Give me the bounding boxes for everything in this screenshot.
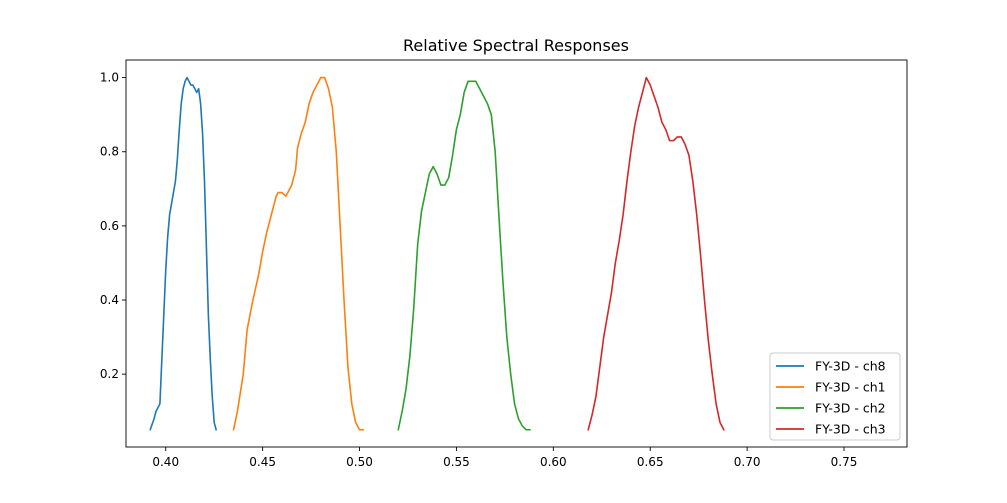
legend-label-3: FY-3D - ch3 xyxy=(815,422,886,437)
series-line-2 xyxy=(397,80,531,431)
x-tick-label: 0.75 xyxy=(831,455,858,469)
x-tick-label: 0.70 xyxy=(734,455,761,469)
series-line-3 xyxy=(587,76,725,431)
legend-label-2: FY-3D - ch2 xyxy=(815,401,886,416)
y-tick-label: 0.4 xyxy=(100,293,119,307)
plot-area: 0.40 0.45 0.50 0.55 0.60 0.65 0.70 0.75 0.2 0.4 0.… xyxy=(100,59,908,469)
x-tick-label: 0.65 xyxy=(637,455,664,469)
series-line-1 xyxy=(232,76,365,431)
y-tick-label: 0.2 xyxy=(100,367,119,381)
chart-title: Relative Spectral Responses xyxy=(403,36,629,55)
plot-frame xyxy=(125,59,908,448)
x-tick-label: 0.45 xyxy=(249,455,276,469)
x-tick-label: 0.60 xyxy=(540,455,567,469)
legend-box xyxy=(769,352,901,441)
legend-label-0: FY-3D - ch8 xyxy=(815,359,886,374)
legend-label-1: FY-3D - ch1 xyxy=(815,380,886,395)
y-tick-label: 0.6 xyxy=(100,219,119,233)
y-tick-label: 0.8 xyxy=(100,145,119,159)
series-group xyxy=(149,76,725,431)
series-line-0 xyxy=(149,76,217,431)
y-tick-label: 1.0 xyxy=(100,71,119,85)
x-tick-label: 0.40 xyxy=(152,455,179,469)
x-tick-label: 0.50 xyxy=(346,455,373,469)
legend: FY-3D - ch8 FY-3D - ch1 FY-3D - ch2 FY-3D -… xyxy=(769,352,901,441)
x-tick-label: 0.55 xyxy=(443,455,470,469)
